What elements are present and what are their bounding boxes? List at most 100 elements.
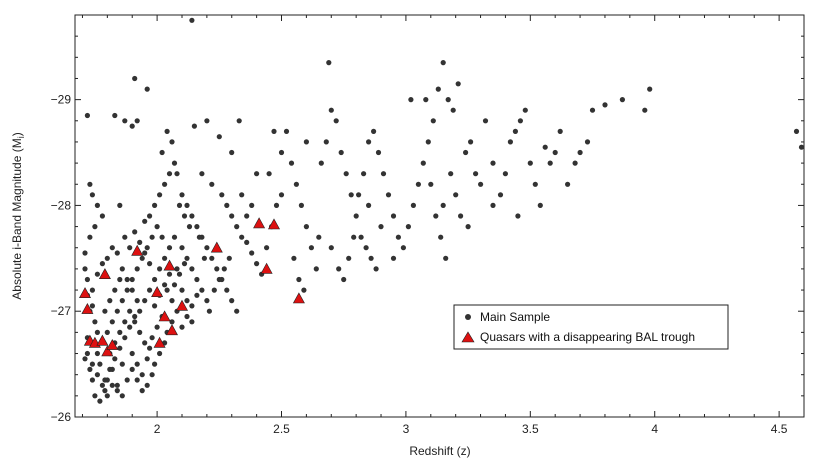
main-sample-point	[181, 213, 188, 219]
main-sample-point	[169, 139, 175, 145]
main-sample-point	[117, 329, 123, 335]
main-sample-point	[166, 271, 173, 277]
main-sample-point	[400, 245, 406, 251]
main-sample-point	[119, 266, 125, 272]
main-sample-point	[179, 287, 185, 293]
main-sample-point	[199, 171, 205, 177]
main-sample-point	[189, 213, 195, 219]
main-sample-point	[179, 324, 185, 330]
main-sample-point	[92, 319, 98, 325]
main-sample-point	[132, 313, 138, 320]
main-sample-point	[166, 245, 173, 251]
main-sample-point	[104, 329, 110, 335]
main-sample-point	[385, 192, 392, 198]
main-sample-point	[254, 261, 260, 267]
main-sample-point	[552, 149, 558, 156]
main-sample-point	[313, 266, 319, 272]
main-sample-point	[234, 224, 240, 230]
main-sample-point	[244, 213, 250, 219]
main-sample-point	[204, 245, 210, 251]
main-sample-point	[134, 266, 140, 272]
bal-quasar-point	[175, 299, 189, 311]
main-sample-point	[147, 287, 153, 293]
main-sample-point	[249, 250, 255, 256]
main-sample-point	[127, 324, 133, 330]
main-sample-point	[298, 202, 304, 208]
main-sample-point	[356, 192, 362, 198]
y-tick-label: −28	[51, 198, 72, 212]
main-sample-point	[209, 255, 215, 261]
main-sample-point	[142, 340, 148, 346]
main-sample-point	[147, 261, 153, 267]
main-sample-point	[515, 213, 521, 219]
main-sample-point	[112, 112, 118, 119]
main-sample-point	[293, 181, 299, 187]
main-sample-point	[450, 107, 456, 113]
main-sample-point	[109, 382, 115, 388]
main-sample-point	[296, 276, 302, 283]
main-sample-point	[137, 308, 143, 314]
main-sample-point	[89, 192, 95, 198]
bal-quasar-point	[98, 268, 111, 279]
main-sample-point	[179, 192, 185, 198]
main-sample-point	[532, 181, 538, 187]
main-sample-point	[577, 149, 583, 156]
x-tick-label: 3.5	[522, 422, 539, 436]
main-sample-point	[137, 329, 143, 335]
y-tick-label: −29	[51, 93, 72, 107]
main-sample-point	[647, 86, 653, 92]
main-sample-point	[84, 276, 90, 283]
y-axis-title-close: )	[10, 132, 24, 136]
main-sample-point	[144, 356, 150, 362]
main-sample-point	[458, 213, 464, 219]
main-sample-point	[119, 361, 125, 367]
main-sample-point	[92, 224, 98, 230]
main-sample-point	[147, 345, 153, 351]
main-sample-point	[326, 60, 332, 66]
main-sample-point	[127, 245, 133, 251]
main-sample-point	[117, 276, 123, 283]
main-sample-point	[405, 224, 411, 230]
legend-label-bal: Quasars with a disappearing BAL trough	[480, 330, 695, 344]
main-sample-point	[122, 335, 128, 341]
main-sample-point	[211, 287, 217, 293]
main-sample-point	[149, 234, 155, 240]
bal-quasar-point	[210, 241, 223, 253]
legend-box	[453, 304, 729, 350]
main-sample-point	[216, 134, 222, 140]
main-sample-point	[194, 224, 200, 230]
main-sample-point	[348, 192, 354, 198]
main-sample-point	[176, 271, 183, 277]
main-sample-point	[144, 382, 150, 388]
main-sample-point	[303, 224, 309, 230]
main-sample-point	[176, 202, 183, 208]
main-sample-point	[490, 202, 496, 208]
main-sample-point	[157, 350, 163, 357]
main-sample-point	[124, 377, 130, 383]
main-sample-point	[497, 192, 504, 198]
main-sample-point	[338, 149, 344, 156]
main-sample-point	[278, 149, 285, 156]
main-sample-point	[94, 329, 100, 335]
main-sample-point	[224, 287, 230, 293]
main-sample-point	[482, 118, 489, 124]
main-sample-point	[181, 261, 188, 267]
main-sample-point	[425, 139, 431, 145]
main-sample-point	[433, 213, 439, 219]
main-sample-point	[410, 202, 416, 208]
x-axis-ticks: 2 2.5 3 3.5 4 4.5	[81, 15, 805, 436]
bal-quasar-point	[106, 338, 119, 350]
main-sample-point	[189, 17, 195, 23]
y-axis-title: Absolute i-Band Magnitude (Mi)	[10, 132, 26, 299]
main-sample-point	[82, 356, 88, 362]
main-sample-point	[157, 192, 163, 198]
main-sample-point	[132, 229, 138, 235]
main-sample-point	[171, 282, 178, 288]
main-sample-point	[107, 298, 113, 304]
bal-quasar-point	[267, 218, 281, 230]
bal-quasar-point	[163, 259, 176, 271]
main-sample-point	[102, 377, 108, 383]
legend-marker-main	[465, 314, 471, 320]
legend-label-main: Main Sample	[480, 310, 550, 324]
